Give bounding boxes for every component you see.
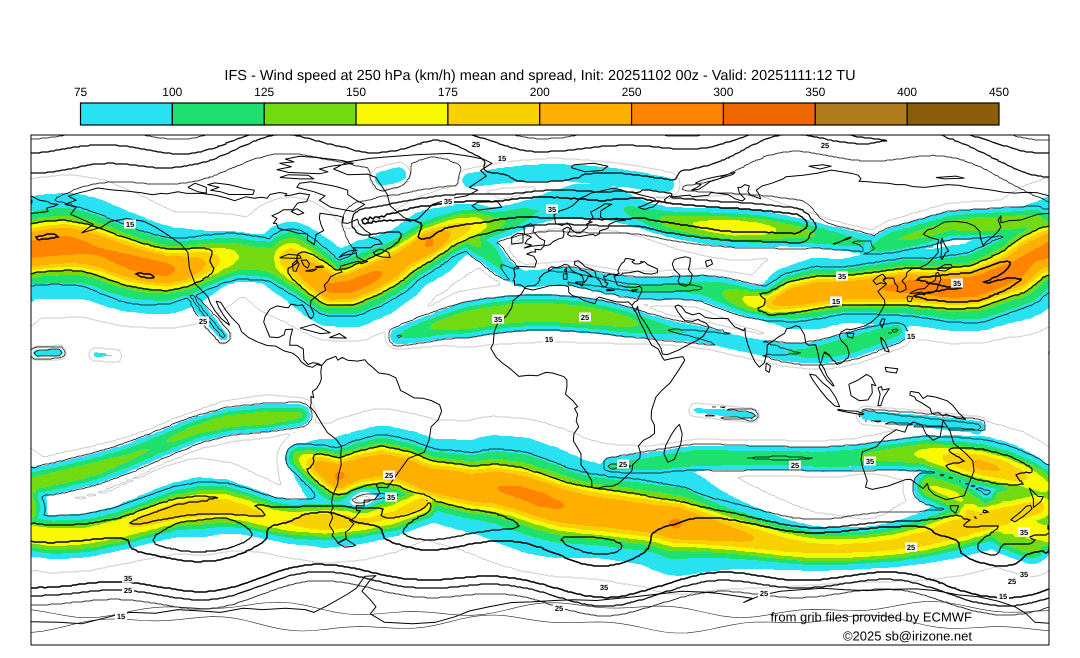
- svg-text:15: 15: [117, 612, 125, 621]
- svg-text:15: 15: [999, 592, 1007, 601]
- svg-text:150: 150: [346, 85, 366, 99]
- svg-text:35: 35: [838, 272, 846, 281]
- svg-text:25: 25: [385, 471, 393, 480]
- svg-text:15: 15: [126, 220, 134, 229]
- svg-text:35: 35: [124, 574, 132, 583]
- svg-text:35: 35: [548, 205, 556, 214]
- svg-text:15: 15: [907, 332, 915, 341]
- svg-text:15: 15: [545, 335, 553, 344]
- svg-text:25: 25: [472, 140, 480, 149]
- svg-text:25: 25: [1008, 577, 1016, 586]
- svg-text:35: 35: [1020, 528, 1028, 537]
- svg-text:200: 200: [530, 85, 550, 99]
- svg-text:15: 15: [832, 297, 840, 306]
- svg-text:35: 35: [1020, 570, 1028, 579]
- svg-text:25: 25: [581, 313, 589, 322]
- svg-text:35: 35: [600, 583, 608, 592]
- svg-text:25: 25: [555, 604, 563, 613]
- svg-text:25: 25: [821, 141, 829, 150]
- svg-text:35: 35: [953, 279, 961, 288]
- svg-text:175: 175: [438, 85, 458, 99]
- svg-text:25: 25: [791, 461, 799, 470]
- svg-text:©2025 sb@irizone.net: ©2025 sb@irizone.net: [843, 629, 972, 644]
- svg-text:75: 75: [74, 85, 88, 99]
- svg-text:from grib files provided by EC: from grib files provided by ECMWF: [770, 610, 972, 625]
- svg-text:25: 25: [124, 586, 132, 595]
- svg-text:25: 25: [619, 460, 627, 469]
- svg-text:25: 25: [199, 317, 207, 326]
- svg-text:300: 300: [713, 85, 733, 99]
- svg-text:125: 125: [254, 85, 274, 99]
- svg-text:35: 35: [387, 493, 395, 502]
- svg-text:400: 400: [897, 85, 917, 99]
- svg-text:450: 450: [989, 85, 1009, 99]
- svg-text:25: 25: [760, 589, 768, 598]
- svg-text:250: 250: [622, 85, 642, 99]
- svg-text:350: 350: [805, 85, 825, 99]
- svg-text:15: 15: [498, 154, 506, 163]
- svg-text:35: 35: [494, 315, 502, 324]
- svg-text:100: 100: [162, 85, 182, 99]
- svg-text:35: 35: [444, 197, 452, 206]
- svg-text:25: 25: [907, 543, 915, 552]
- svg-text:IFS - Wind speed at 250 hPa (k: IFS - Wind speed at 250 hPa (km/h) mean …: [224, 68, 855, 84]
- svg-text:35: 35: [866, 457, 874, 466]
